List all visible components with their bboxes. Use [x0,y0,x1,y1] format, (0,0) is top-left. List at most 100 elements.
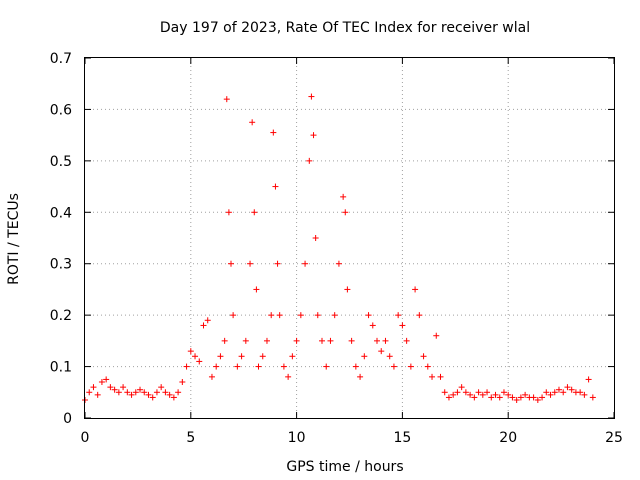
data-point [513,397,520,403]
data-point [335,260,342,267]
y-tick-label: 0.4 [50,205,72,221]
data-point [437,373,444,380]
data-point [416,312,423,319]
data-point [217,353,224,360]
data-point [314,312,321,319]
data-point [522,391,529,398]
data-point [249,119,256,126]
data-point [94,391,101,398]
data-point [441,389,448,396]
data-point [340,193,347,200]
data-point [327,337,334,344]
data-point [128,391,135,398]
data-point [86,389,93,396]
data-point [407,363,414,370]
data-point [412,286,419,293]
data-point [259,353,266,360]
data-point [403,337,410,344]
data-point [390,363,397,370]
x-tick-label: 5 [186,430,195,446]
grid-layer [85,58,614,418]
data-point [225,209,232,216]
data-point [492,391,499,398]
data-point [120,384,127,391]
data-point [263,337,270,344]
x-axis-label: GPS time / hours [286,459,403,475]
data-point [293,337,300,344]
data-point [149,394,156,401]
y-tick-label: 0.3 [50,257,72,273]
data-point [166,391,173,398]
data-point [308,93,315,100]
data-point [378,348,385,355]
data-point [306,157,313,164]
data-point [323,363,330,370]
data-point [471,394,478,401]
data-point [445,394,452,401]
x-tick-label: 25 [605,430,623,446]
data-point [395,312,402,319]
data-point [318,337,325,344]
data-point [551,389,558,396]
y-tick-label: 0.7 [50,51,72,67]
plot-frame [84,57,615,419]
data-point [386,353,393,360]
data-point [179,379,186,385]
data-point [175,389,182,396]
data-point [187,348,194,355]
data-point [467,391,474,398]
data-point [270,129,277,136]
data-point [555,386,562,393]
data-point [365,312,372,319]
data-point [124,389,131,396]
data-point [382,337,389,344]
data-point [238,353,245,360]
data-point [462,389,469,396]
data-point [98,379,105,385]
data-point [230,312,237,319]
data-point [221,337,228,344]
data-point [399,322,406,329]
data-point [204,317,211,324]
data-point [488,394,495,401]
data-point [534,397,541,403]
data-point [132,389,139,396]
y-tick-label: 0.1 [50,360,72,376]
y-tick-label: 0.5 [50,154,72,170]
data-point [234,363,241,370]
data-point [302,260,309,267]
data-point [196,358,203,365]
data-point [342,209,349,216]
data-point [517,394,524,401]
data-point [272,183,279,190]
data-point [433,332,440,339]
data-point [543,389,550,396]
data-point [424,363,431,370]
data-point [115,389,122,396]
y-tick-label: 0.6 [50,102,72,118]
x-tick-label: 0 [81,430,90,446]
data-point [208,373,215,380]
data-point [253,286,260,293]
data-point [141,389,148,396]
data-point [251,209,258,216]
data-point [289,353,296,360]
x-tick-label: 15 [393,430,411,446]
data-point [107,384,114,391]
data-point [228,260,235,267]
data-point [479,391,486,398]
data-point [158,384,165,391]
chart-title: Day 197 of 2023, Rate Of TEC Index for r… [160,20,530,36]
data-point [242,337,249,344]
data-point [539,394,546,401]
data-point [500,389,507,396]
y-axis-label: ROTI / TECUs [6,193,22,285]
data-point [312,235,319,241]
data-point [484,389,491,396]
data-point [111,386,118,393]
data-point [530,394,537,401]
data-point [145,391,152,398]
data-point [585,376,592,383]
data-point [589,394,596,401]
